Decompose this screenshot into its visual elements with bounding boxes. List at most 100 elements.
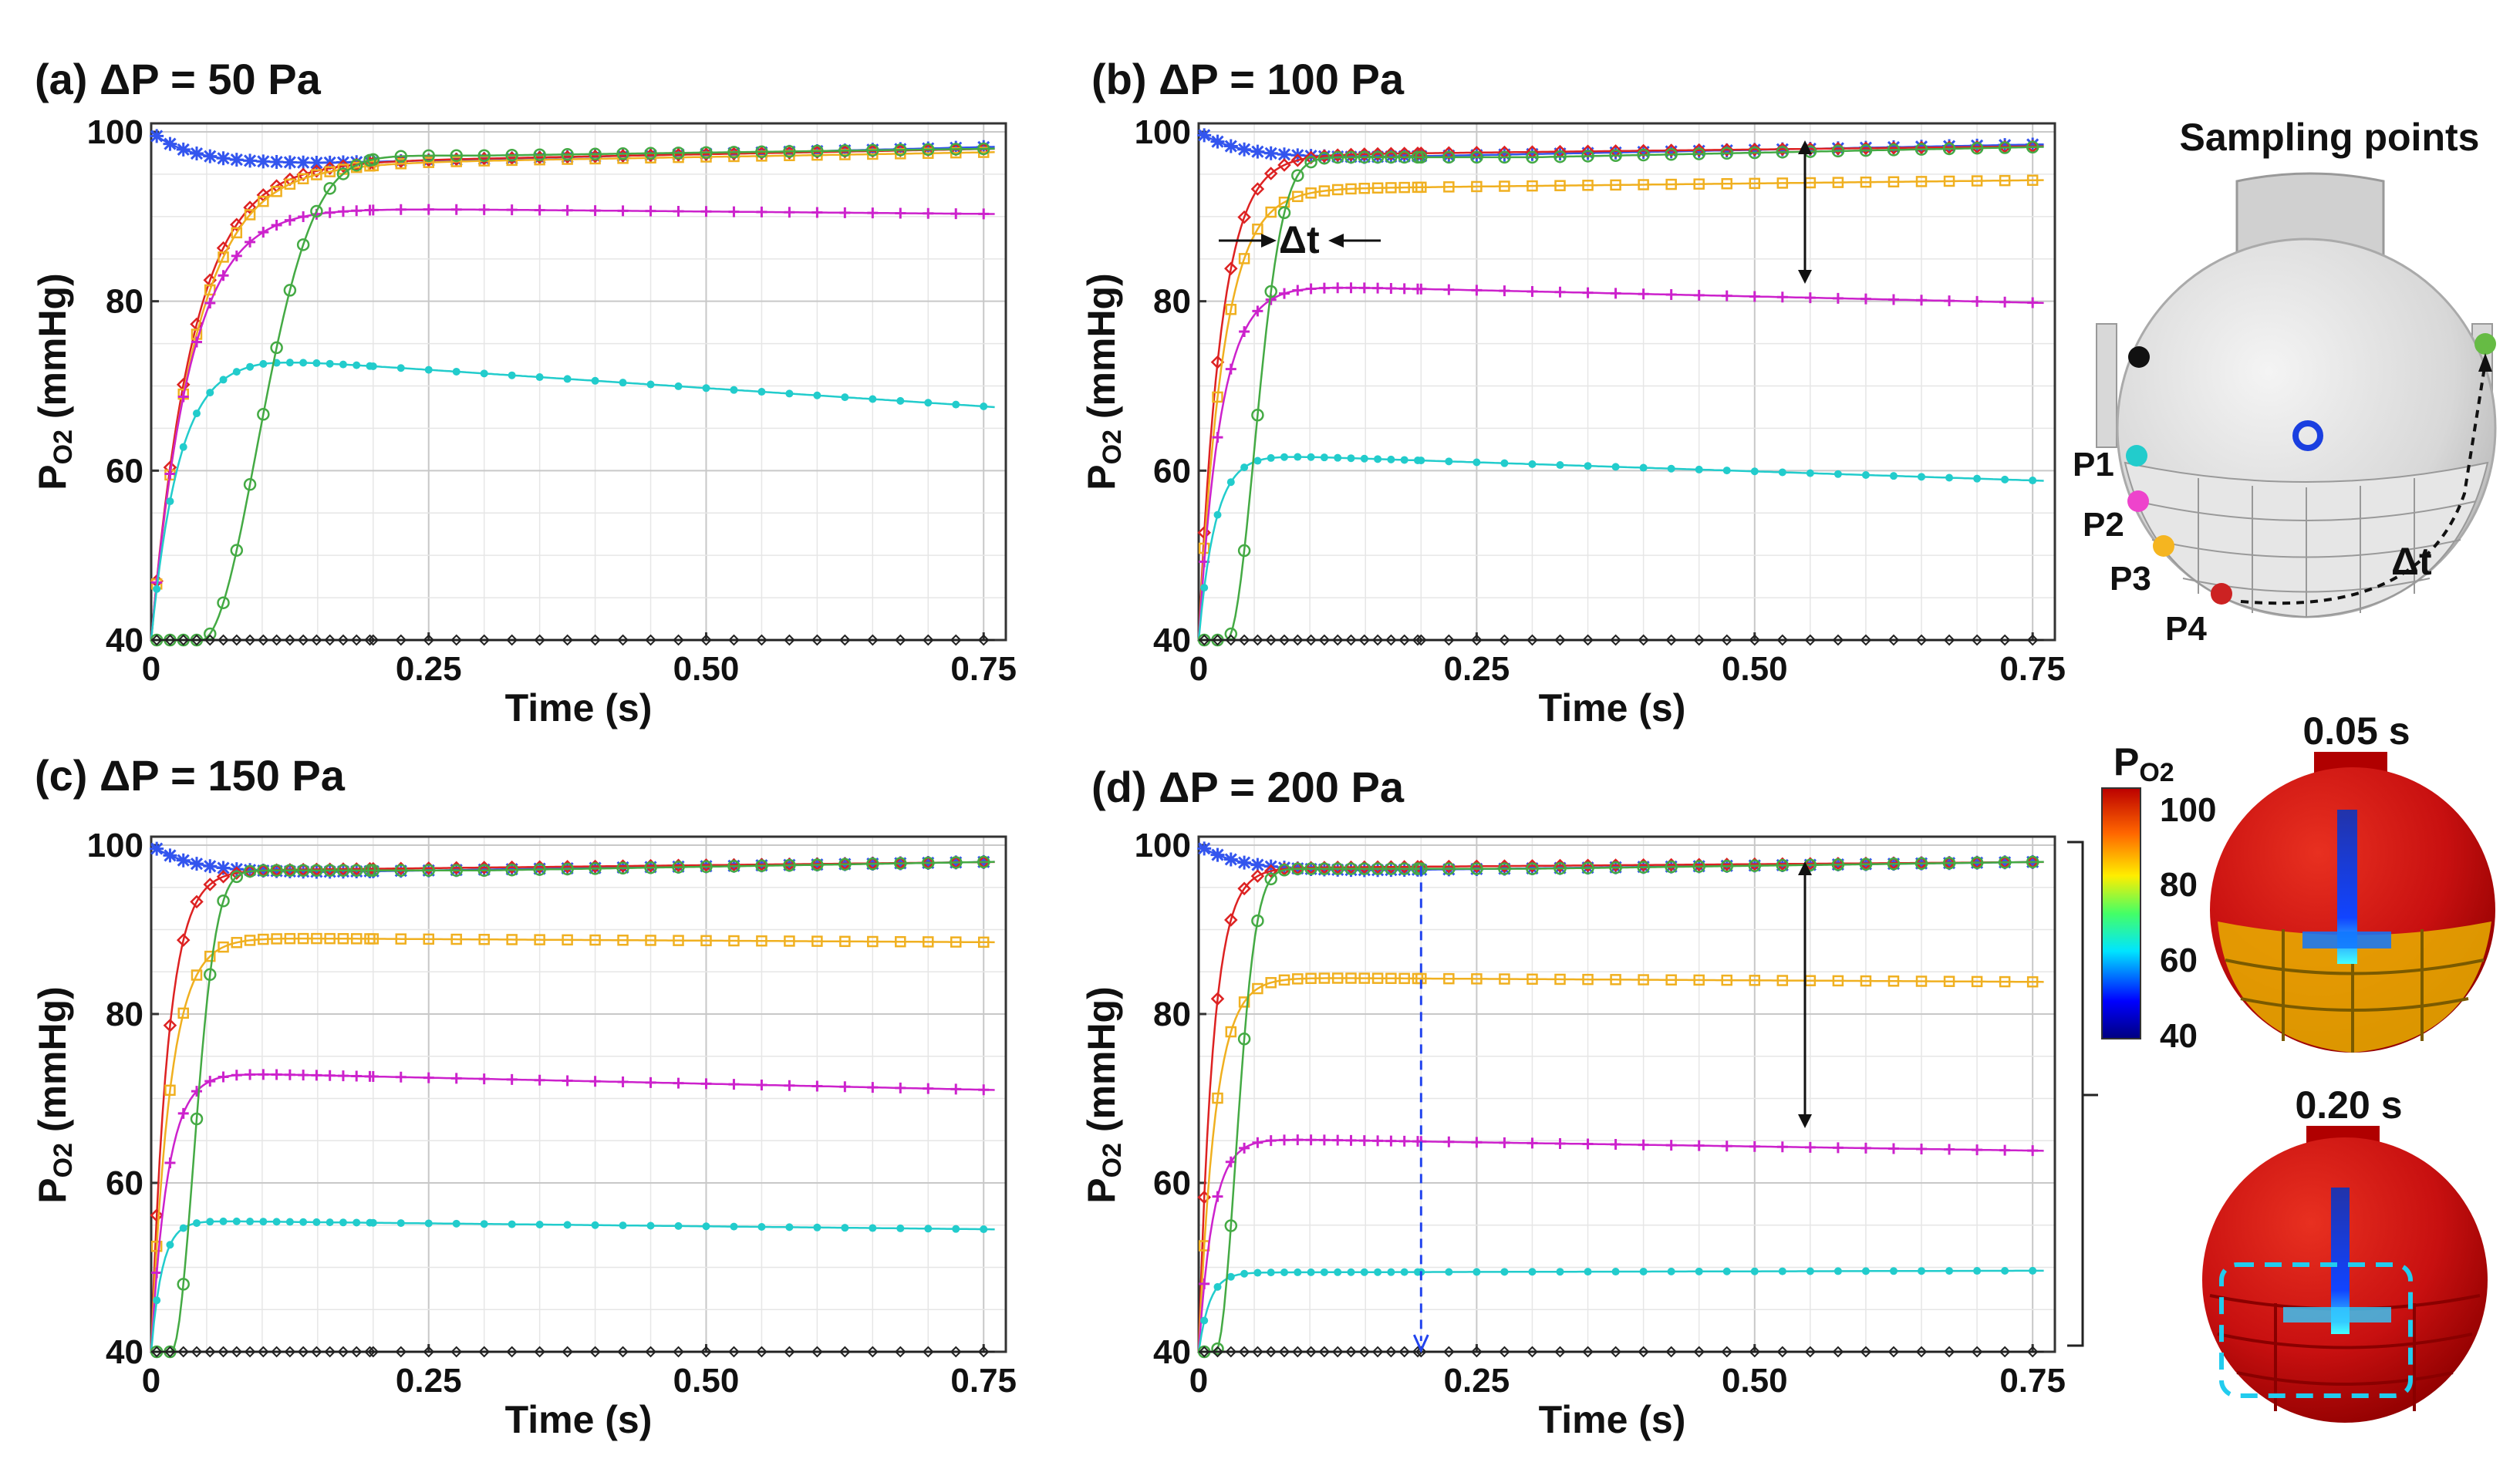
marker-P1 [563, 375, 572, 383]
marker-outlet [1358, 862, 1371, 875]
marker-P2 [423, 1072, 434, 1083]
marker-P1 [563, 1221, 572, 1229]
marker-P1 [153, 585, 161, 593]
marker-P1 [702, 384, 710, 393]
marker-center [1580, 146, 1595, 160]
marker-P3 [1776, 975, 1789, 986]
marker-P2 [177, 1107, 189, 1119]
marker-P2 [1832, 1142, 1844, 1154]
y-tick-label: 60 [106, 1164, 143, 1202]
marker-P1 [452, 1219, 460, 1228]
marker-outlet [217, 596, 230, 609]
marker-outlet [1887, 857, 1901, 871]
marker-P2 [1610, 288, 1621, 299]
marker-inlet [1265, 1346, 1277, 1358]
marker-inlet [1943, 1346, 1955, 1358]
marker-P1 [1280, 453, 1288, 461]
marker-outlet [1277, 864, 1291, 877]
marker-inlet [367, 1346, 380, 1358]
path-arrow [2240, 362, 2487, 605]
marker-center [176, 853, 191, 868]
marker-P3 [1471, 180, 1483, 193]
marker-outlet [1331, 150, 1344, 164]
marker-outlet [755, 145, 768, 159]
marker-P1 [246, 362, 255, 371]
marker-P2 [784, 207, 795, 218]
marker-outlet [533, 863, 546, 876]
colorbar-gradient [2101, 787, 2141, 1039]
series-inlet [150, 1346, 995, 1358]
marker-outlet [1692, 147, 1705, 160]
marker-P1 [312, 359, 321, 367]
panel-a-yticks: 40 60 80 100 [87, 113, 159, 659]
marker-P3 [337, 933, 349, 945]
marker-P4 [230, 217, 244, 231]
x-tick-label: 0 [1189, 650, 1208, 688]
marker-P1 [1667, 464, 1675, 473]
y-tick-label: 40 [1153, 622, 1191, 659]
marker-P2 [1292, 285, 1304, 296]
marker-P2 [506, 1073, 518, 1085]
marker-inlet [838, 1346, 851, 1358]
marker-P1 [1945, 1267, 1954, 1275]
panel-c-ylabel: PO2 (mmHg) [31, 986, 78, 1203]
marker-P3 [895, 935, 906, 948]
marker-P1 [1973, 474, 1982, 483]
marker-P3 [617, 934, 629, 946]
marker-outlet [1831, 144, 1845, 158]
marker-outlet [644, 861, 657, 874]
marker-P3 [395, 158, 407, 170]
marker-P1 [619, 1221, 627, 1230]
series-line-P4 [1197, 145, 2044, 641]
marker-outlet [616, 147, 629, 160]
marker-P3 [324, 932, 336, 945]
colorbar-label: PO2 [2113, 740, 2174, 787]
marker-center [1197, 841, 1212, 856]
panel-d-xticks: 0 0.25 0.50 0.75 [1189, 1344, 2066, 1400]
marker-P2 [191, 1086, 202, 1097]
marker-P2 [1279, 288, 1290, 299]
marker-P3 [1318, 185, 1331, 197]
marker-inlet [534, 1346, 546, 1358]
marker-P3 [1582, 973, 1594, 986]
marker-inlet [1887, 1346, 1900, 1358]
marker-P1 [730, 386, 738, 394]
marker-P1 [1861, 470, 1870, 479]
marker-P3 [367, 933, 380, 945]
y-tick-label: 60 [1153, 452, 1191, 490]
marker-P2 [700, 206, 712, 217]
marker-P4 [1442, 146, 1456, 160]
marker-inlet [1499, 1346, 1510, 1358]
marker-inlet [1331, 634, 1344, 646]
marker-P3 [1358, 182, 1371, 194]
marker-outlet [977, 855, 990, 869]
marker-inlet [1371, 1346, 1384, 1358]
marker-inlet [1582, 1346, 1594, 1358]
marker-P3 [1225, 1026, 1237, 1038]
marker-P1 [980, 1225, 988, 1234]
marker-center [1237, 142, 1252, 157]
x-tick-label: 0 [1189, 1362, 1208, 1400]
marker-P3 [977, 936, 990, 948]
marker-P2 [164, 468, 176, 480]
marker-P3 [1887, 176, 1900, 188]
P1-marker [2126, 445, 2147, 467]
marker-P3 [1887, 975, 1900, 987]
P1-label: P1 [2073, 446, 2114, 483]
marker-P1 [1417, 457, 1425, 465]
colorbar-tick-100: 100 [2160, 791, 2216, 829]
panel-b-delta-t-annotation: Δt [1219, 218, 1381, 261]
marker-P3 [1305, 972, 1317, 985]
marker-outlet [1914, 857, 1928, 871]
marker-P2 [1665, 289, 1677, 301]
marker-P2 [728, 206, 740, 217]
marker-inlet [1278, 634, 1290, 646]
marker-inlet [450, 634, 463, 646]
left-tube [2096, 323, 2117, 448]
marker-outlet [1776, 146, 1790, 159]
marker-outlet [323, 182, 336, 195]
marker-outlet [283, 864, 297, 878]
marker-outlet [1224, 1219, 1238, 1232]
marker-P3 [756, 935, 767, 947]
